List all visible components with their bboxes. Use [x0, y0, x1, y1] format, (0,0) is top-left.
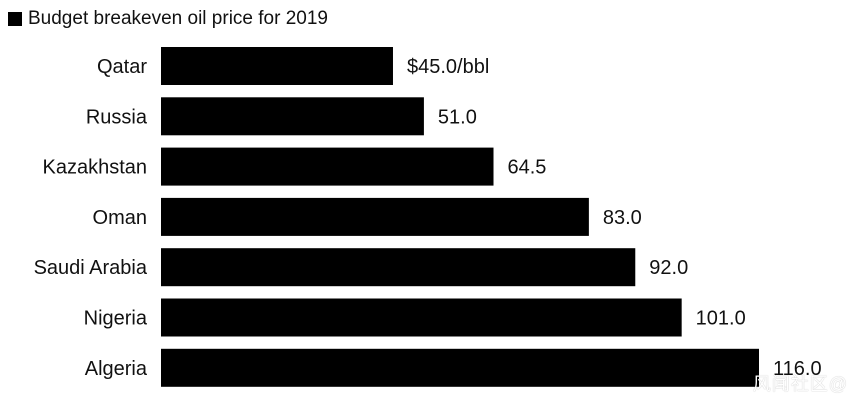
- bar-kazakhstan: [161, 147, 494, 186]
- category-label: Nigeria: [84, 308, 148, 330]
- value-label: 101.0: [696, 308, 746, 330]
- category-label: Kazakhstan: [42, 157, 147, 179]
- value-label: 83.0: [603, 207, 642, 229]
- category-label: Saudi Arabia: [34, 257, 148, 279]
- bar-russia: [161, 97, 424, 136]
- value-label: $45.0/bbl: [407, 56, 489, 78]
- bar-algeria: [161, 348, 759, 387]
- value-label: 116.0: [773, 358, 822, 380]
- legend-swatch: [8, 12, 22, 26]
- bar-saudi-arabia: [161, 248, 636, 287]
- chart-legend: Budget breakeven oil price for 2019: [8, 8, 328, 30]
- watermark: 风闻社区@: [752, 374, 848, 394]
- value-label: 92.0: [649, 257, 688, 279]
- value-label: 64.5: [508, 157, 547, 179]
- bar-oman: [161, 197, 589, 236]
- chart-title: Budget breakeven oil price for 2019: [28, 8, 328, 29]
- value-label: 51.0: [438, 106, 477, 128]
- category-label: Oman: [93, 207, 147, 229]
- bar-qatar: [161, 47, 393, 85]
- category-label: Russia: [86, 106, 148, 128]
- category-label: Qatar: [97, 56, 147, 78]
- category-label: Algeria: [85, 358, 148, 380]
- bar-nigeria: [161, 298, 682, 337]
